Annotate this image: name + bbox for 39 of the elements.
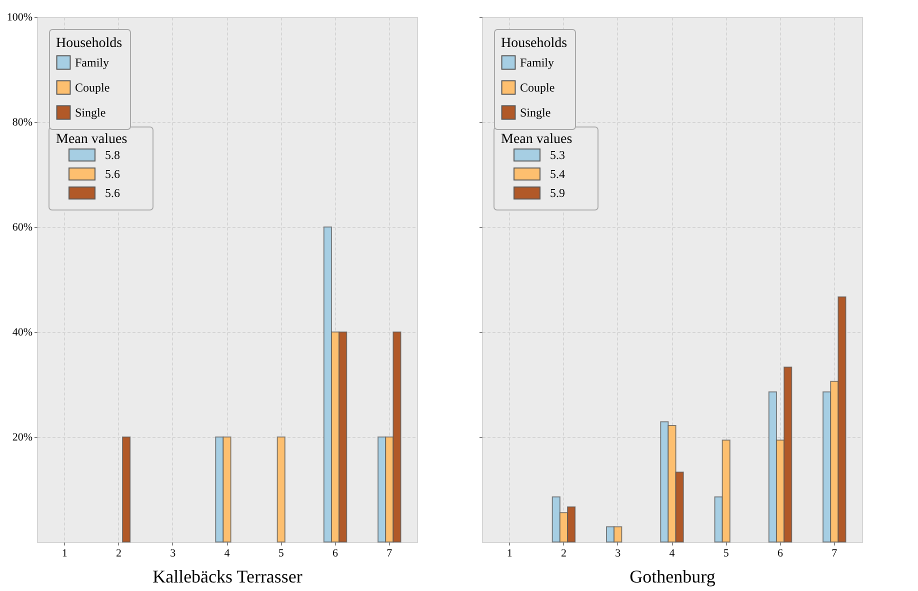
bar [276, 436, 286, 542]
annotation: 5.4 [550, 167, 565, 181]
x-tick-label: 4 [669, 548, 676, 560]
x-tick-label: 1 [506, 548, 512, 560]
bar [122, 436, 131, 542]
x-tick-label: 5 [723, 548, 730, 560]
y-tick-label: 20% [12, 432, 32, 444]
legend-label: Family [75, 56, 110, 70]
annotation: 5.6 [105, 167, 120, 181]
x-tick-label: 3 [615, 548, 622, 560]
y-tick-label: 60% [12, 222, 32, 234]
legend-title: Households [501, 36, 568, 51]
x-tick-label: 6 [778, 548, 784, 560]
legend-label: Couple [75, 80, 110, 94]
x-axis-title: Kallebäcks Terrasser [152, 566, 302, 586]
y-tick-label: 80% [12, 116, 32, 128]
x-tick-label: 5 [278, 548, 284, 560]
y-tick-label: 40% [12, 326, 32, 338]
x-tick-label: 7 [386, 548, 393, 560]
legend-label: Single [75, 106, 106, 120]
x-tick-label: 7 [832, 548, 838, 560]
legend-title: Households [56, 36, 122, 51]
legend-label: Couple [520, 80, 555, 94]
annotation: 5.9 [550, 186, 565, 200]
x-axis-title: Gothenburg [630, 566, 716, 586]
x-tick-label: 2 [116, 548, 122, 560]
x-tick-label: 6 [332, 548, 339, 560]
x-tick-label: 2 [560, 548, 566, 560]
y-tick-label: 100% [6, 12, 32, 24]
annotation: 5.6 [105, 186, 120, 200]
annotation: 5.3 [550, 148, 565, 162]
x-tick-label: 1 [62, 548, 68, 560]
annotation: Mean values [56, 132, 128, 147]
legend-label: Single [520, 106, 551, 120]
annotation: Mean values [501, 132, 572, 147]
x-tick-label: 3 [170, 548, 176, 560]
annotation: 5.8 [105, 148, 120, 162]
legend-label: Family [520, 56, 554, 70]
x-tick-label: 4 [224, 548, 230, 560]
